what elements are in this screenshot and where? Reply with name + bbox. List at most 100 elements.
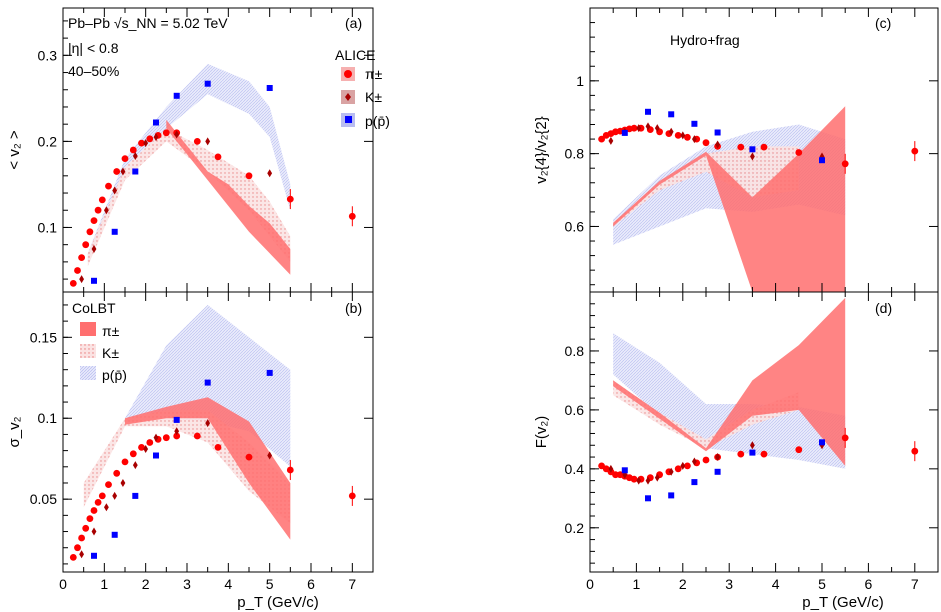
panel-c-pi-point: [630, 124, 638, 132]
panel-b: 0.05 0.1 0.15 0 1 2 3 4 5 6 7 σ_v₂ p_T (GeV/c): [6, 291, 374, 611]
panel-a-k-point: [79, 275, 84, 284]
panel-d-pi-point: [760, 450, 768, 458]
panel-c-ytick-label: 1: [576, 73, 584, 89]
panel-b-k-point: [91, 527, 97, 536]
panel-c-k-point: [692, 135, 697, 144]
panel-c-pi-point: [795, 149, 803, 156]
panel-d-xlabel: p_T (GeV/c): [802, 594, 883, 611]
panel-b-k-point: [112, 491, 118, 500]
legend-alice-p-marker: [345, 116, 352, 123]
panel-b-pi-point: [214, 444, 222, 451]
panel-a-pi-point: [245, 172, 253, 180]
panel-d-xtick-label: 4: [772, 576, 780, 592]
panel-tag-a: (a): [345, 15, 362, 31]
panel-a-k-point: [205, 137, 211, 146]
panel-b-pi-point: [173, 432, 181, 440]
legend-alice-title: ALICE: [335, 47, 375, 63]
panel-b-p-point: [153, 452, 159, 459]
panel-a-k-point: [174, 130, 180, 139]
panel-c-axes: 0.6 0.8 1 v₂{4}/v₂{2}: [533, 7, 939, 293]
panel-b-xtick-label: 3: [183, 576, 191, 592]
panel-a-pi-point: [86, 228, 94, 236]
panel-a-pi-point: [94, 206, 102, 214]
panel-c-ytick-label: 0.8: [565, 146, 585, 162]
panel-d-p-point: [668, 492, 675, 499]
panel-d-k-point: [692, 457, 697, 466]
panel-d-ytick-label: 0.6: [565, 402, 585, 418]
panel-a-p-point: [266, 85, 273, 91]
panel-b-pi-point: [82, 524, 90, 532]
panel-b-xtick-label: 7: [348, 576, 356, 592]
panel-a-p-point: [91, 277, 97, 284]
panel-d-p-point: [645, 495, 651, 502]
panel-a-pi-point: [121, 155, 129, 163]
legend-alice-k-marker: [345, 93, 351, 101]
legend-alice-p-label: p(p̄): [365, 113, 390, 129]
panel-a-pi-point: [162, 129, 170, 137]
panel-d-axes: 0.2 0.4 0.6 0.8 0 1 2 3 4 5 6 7 F(v₂) p_T (GeV/c): [533, 291, 939, 611]
panel-b-p-point: [266, 369, 273, 376]
panel-d-k-point: [654, 473, 660, 482]
panel-d-p-point: [714, 468, 721, 475]
panel-d-k-point: [668, 467, 674, 476]
collision-system-label: Pb–Pb √s_NN = 5.02 TeV: [68, 15, 228, 31]
panel-c-k-point: [654, 124, 660, 133]
panel-a-k-point: [153, 133, 159, 142]
panel-d-p-point: [749, 449, 756, 456]
panel-c-pi-point: [674, 132, 682, 139]
panel-c-k-point: [750, 152, 755, 161]
panel-b-xtick-label: 0: [59, 576, 67, 592]
panel-a-pi-point: [98, 196, 106, 204]
panel-b-p-point: [111, 531, 118, 538]
panel-a-k-point: [143, 139, 149, 148]
panel-b-pi-point: [146, 439, 154, 446]
panel-b-pi-point: [162, 434, 170, 442]
panel-c-pi-point: [737, 143, 745, 151]
panel-a-k-point: [112, 186, 118, 195]
panel-a-pi-point: [138, 139, 145, 147]
panel-b-xlabel: p_T (GeV/c): [237, 594, 318, 611]
panel-b-k-point: [120, 478, 126, 487]
panel-b-k-point: [174, 427, 180, 436]
panel-a-p-point: [132, 168, 139, 175]
panel-a-k-point: [104, 206, 109, 215]
panel-b-pi-point: [94, 499, 102, 506]
panel-a-p-point: [173, 92, 180, 99]
panel-d-frame: [589, 291, 939, 573]
panel-d-band-pi: [613, 297, 846, 466]
panel-b-ylabel: σ_v₂: [6, 416, 23, 447]
legend-alice-pi-label: π±: [365, 66, 383, 82]
panel-b-pi-point: [86, 515, 94, 522]
panel-d-k-point: [608, 464, 614, 473]
panel-b-pi-point: [121, 458, 129, 466]
panel-b-k-point: [153, 433, 159, 442]
panel-d-p-point: [621, 467, 628, 474]
panel-b-pi-point: [98, 492, 106, 500]
panel-a-pi-point: [105, 182, 112, 190]
panel-a-pi-point: [214, 153, 222, 161]
panel-c-p-point: [691, 120, 698, 127]
panel-a-pi-point: [74, 267, 81, 274]
panel-b-ytick-label: 0.1: [38, 410, 58, 426]
panel-c-p-point: [621, 129, 628, 136]
legend-colbt-p-swatch: [80, 366, 96, 380]
panel-a-p-point: [153, 119, 159, 126]
panel-c-p-point: [749, 146, 756, 153]
panel-d-xtick-label: 0: [586, 576, 594, 592]
legend-colbt: CoLBT π± K± p(p̄): [72, 300, 127, 383]
panel-b-pi-point: [74, 544, 81, 552]
panel-b-pi-point: [245, 453, 253, 461]
panel-c-p-point: [645, 108, 651, 115]
panel-tag-c: (c): [875, 15, 891, 31]
panel-c-k-point: [636, 124, 642, 133]
panel-a-pi-point: [78, 254, 85, 261]
panel-b-k-point: [143, 444, 149, 453]
panel-b-xtick-label: 2: [142, 576, 150, 592]
panel-d-xtick-label: 6: [865, 576, 873, 592]
panel-b-band-pi: [125, 397, 291, 540]
panel-d-pi-point: [702, 456, 710, 464]
legend-colbt-pi-label: π±: [102, 323, 120, 339]
panel-d-xtick-label: 3: [725, 576, 733, 592]
panel-b-xtick-label: 1: [100, 576, 108, 592]
panel-d-k-point: [715, 453, 720, 462]
